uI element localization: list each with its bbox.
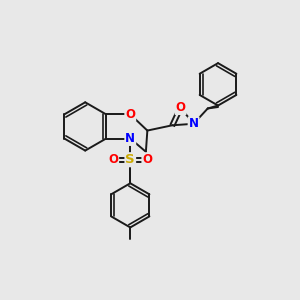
Text: N: N (125, 132, 135, 145)
Text: O: O (176, 101, 186, 114)
Text: O: O (125, 108, 135, 121)
Text: S: S (125, 153, 135, 166)
Text: N: N (189, 117, 199, 130)
Text: O: O (108, 153, 118, 166)
Text: O: O (142, 153, 152, 166)
